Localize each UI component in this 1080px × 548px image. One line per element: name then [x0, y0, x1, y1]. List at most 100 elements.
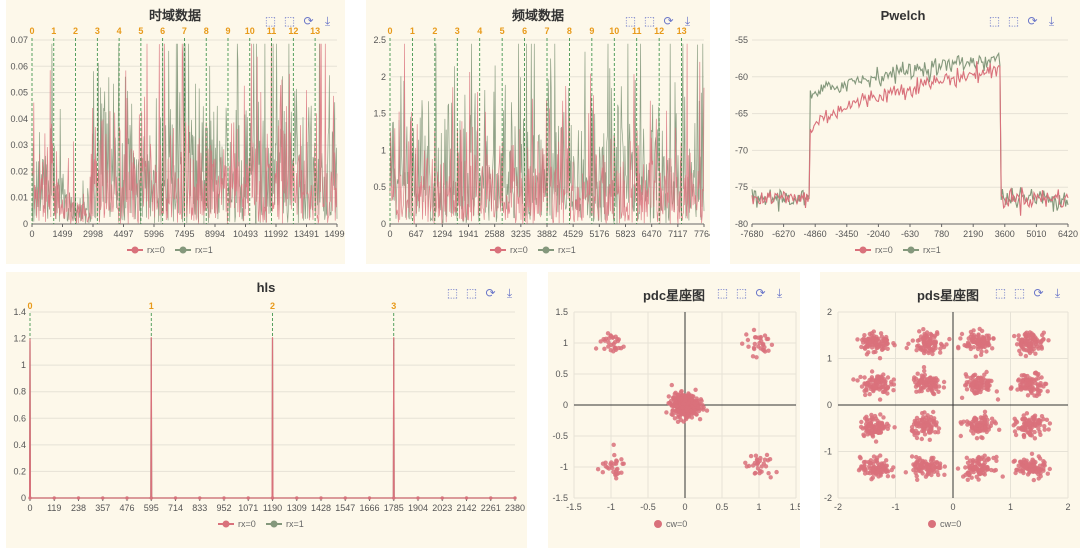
- constellation-point: [970, 382, 975, 387]
- x-tick-label: 5996: [144, 229, 164, 239]
- x-tick-label: -2: [834, 502, 842, 512]
- constellation-point: [1018, 382, 1023, 387]
- x-tick-label: 3882: [537, 229, 557, 239]
- marker-label: 10: [245, 26, 255, 36]
- constellation-point: [619, 457, 624, 462]
- constellation-point: [936, 464, 942, 470]
- restore-icon[interactable]: ⟳: [303, 14, 314, 28]
- x-tick-label: 0: [387, 229, 392, 239]
- y-tick-label: 1.2: [13, 334, 26, 344]
- zoom-icon[interactable]: ⬚: [624, 14, 637, 28]
- constellation-point: [891, 474, 896, 479]
- save-image-icon[interactable]: ⤓: [1048, 14, 1055, 28]
- zoom-reset-icon[interactable]: ⬚: [465, 286, 478, 300]
- constellation-point: [1027, 417, 1032, 422]
- constellation-point: [917, 456, 922, 461]
- save-image-icon[interactable]: ⤓: [506, 286, 513, 300]
- x-tick-label: -1: [607, 502, 615, 512]
- constellation-point: [868, 339, 873, 345]
- x-tick-label: 10493: [233, 229, 258, 239]
- constellation-point: [982, 453, 987, 458]
- save-image-icon[interactable]: ⤓: [1054, 286, 1061, 300]
- restore-icon[interactable]: ⟳: [755, 286, 766, 300]
- constellation-point: [871, 454, 877, 459]
- constellation-point: [1021, 373, 1026, 378]
- zoom-icon[interactable]: ⬚: [716, 286, 729, 300]
- zoom-reset-icon[interactable]: ⬚: [1013, 286, 1026, 300]
- constellation-point: [613, 347, 619, 352]
- data-point: [513, 496, 517, 500]
- zoom-icon[interactable]: ⬚: [264, 14, 277, 28]
- x-tick-label: -630: [901, 229, 919, 239]
- save-image-icon[interactable]: ⤓: [776, 286, 783, 300]
- data-point: [295, 496, 299, 500]
- constellation-point: [593, 346, 599, 351]
- restore-icon[interactable]: ⟳: [485, 286, 496, 300]
- data-point: [319, 496, 323, 500]
- constellation-point: [870, 466, 875, 471]
- constellation-point: [877, 356, 883, 361]
- constellation-point: [1047, 421, 1053, 426]
- constellation-point: [866, 336, 871, 341]
- constellation-point: [606, 340, 611, 345]
- constellation-point: [751, 345, 757, 350]
- constellation-point: [975, 460, 980, 466]
- constellation-point: [876, 422, 882, 428]
- zoom-reset-icon[interactable]: ⬚: [643, 14, 656, 28]
- zoom-reset-icon[interactable]: ⬚: [283, 14, 296, 28]
- x-tick-label: 8994: [205, 229, 225, 239]
- constellation-point: [931, 391, 936, 396]
- pwelch-toolbox: ⬚ ⬚ ⟳ ⤓: [988, 15, 1058, 28]
- constellation-point: [863, 387, 869, 392]
- constellation-point: [912, 432, 917, 438]
- constellation-point: [863, 466, 868, 472]
- constellation-point: [1020, 425, 1026, 431]
- constellation-point: [1033, 422, 1038, 427]
- x-tick-label: -2040: [867, 229, 890, 239]
- constellation-point: [876, 374, 881, 379]
- y-tick-label: -80: [735, 219, 748, 229]
- constellation-point: [877, 387, 882, 392]
- x-tick-label: 0: [950, 502, 955, 512]
- constellation-point: [941, 385, 947, 390]
- x-tick-label: 7117: [668, 229, 687, 239]
- hls-panel: hls 0 0.2 0.4 0.6 0.8 1 1.2 1.4 0 119 238 357 476 595 7…: [6, 272, 527, 548]
- constellation-point: [608, 461, 613, 467]
- constellation-point: [1026, 430, 1032, 435]
- constellation-point: [1016, 333, 1021, 338]
- save-image-icon[interactable]: ⤓: [324, 14, 331, 28]
- constellation-point: [765, 458, 771, 463]
- constellation-point: [915, 371, 920, 376]
- constellation-point: [922, 350, 927, 356]
- zoom-icon[interactable]: ⬚: [994, 286, 1007, 300]
- constellation-point: [765, 336, 771, 342]
- y-tick-label: 0.4: [13, 440, 26, 450]
- constellation-point: [924, 383, 929, 388]
- constellation-point: [991, 336, 996, 341]
- constellation-point: [959, 421, 964, 426]
- constellation-point: [981, 335, 986, 341]
- zoom-icon[interactable]: ⬚: [988, 14, 1001, 28]
- y-tick-label: 0: [827, 400, 832, 410]
- x-tick-label: 11992: [264, 229, 288, 239]
- restore-icon[interactable]: ⟳: [1033, 286, 1044, 300]
- restore-icon[interactable]: ⟳: [663, 14, 674, 28]
- restore-icon[interactable]: ⟳: [1027, 14, 1038, 28]
- constellation-point: [873, 439, 879, 444]
- y-tick-label: 0.07: [10, 35, 28, 45]
- constellation-point: [935, 430, 941, 435]
- time-toolbox: ⬚ ⬚ ⟳ ⤓: [264, 15, 334, 28]
- constellation-point: [874, 337, 879, 342]
- constellation-point: [602, 346, 607, 351]
- constellation-point: [606, 344, 611, 349]
- y-tick-label: 0.01: [10, 193, 28, 203]
- constellation-point: [936, 426, 942, 431]
- constellation-point: [862, 337, 868, 343]
- zoom-reset-icon[interactable]: ⬚: [735, 286, 748, 300]
- marker-label: 0: [27, 301, 32, 311]
- zoom-icon[interactable]: ⬚: [446, 286, 459, 300]
- save-image-icon[interactable]: ⤓: [684, 14, 691, 28]
- zoom-reset-icon[interactable]: ⬚: [1007, 14, 1020, 28]
- constellation-point: [670, 408, 675, 413]
